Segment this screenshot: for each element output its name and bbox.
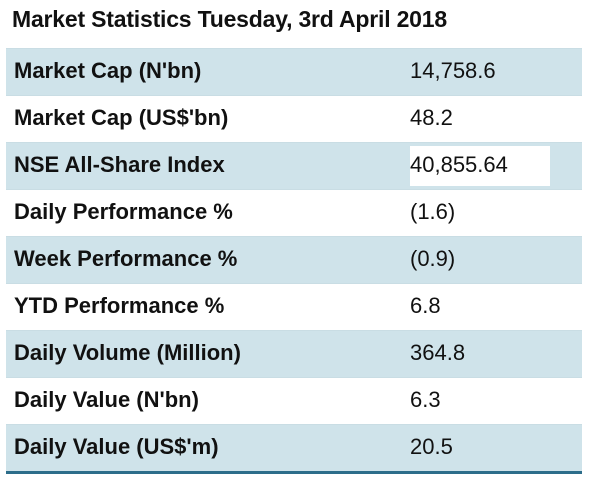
row-value: 6.3 xyxy=(410,387,441,412)
row-value: 6.8 xyxy=(410,293,441,318)
table-row: Daily Value (N'bn) 6.3 xyxy=(6,378,582,425)
row-label: YTD Performance % xyxy=(14,293,225,318)
row-label: Daily Volume (Million) xyxy=(14,340,241,365)
table-row: NSE All-Share Index 40,855.64 xyxy=(6,143,582,190)
row-value: (1.6) xyxy=(410,199,456,224)
row-value: 48.2 xyxy=(410,105,453,130)
table-row: Daily Volume (Million) 364.8 xyxy=(6,331,582,378)
table-row: Week Performance % (0.9) xyxy=(6,237,582,284)
row-value: 20.5 xyxy=(410,434,453,459)
table-row: Market Cap (US$'bn) 48.2 xyxy=(6,96,582,143)
row-value: (0.9) xyxy=(410,246,456,271)
table-row: Market Cap (N'bn) 14,758.6 xyxy=(6,48,582,96)
row-value: 364.8 xyxy=(410,340,466,365)
row-label: Market Cap (US$'bn) xyxy=(14,105,229,130)
row-label: Daily Value (N'bn) xyxy=(14,387,199,412)
row-label: NSE All-Share Index xyxy=(14,152,225,177)
row-label: Daily Value (US$'m) xyxy=(14,434,219,459)
bottom-divider xyxy=(6,471,582,474)
row-label: Week Performance % xyxy=(14,246,238,271)
row-value: 40,855.64 xyxy=(410,146,550,186)
table-row: Daily Performance % (1.6) xyxy=(6,190,582,237)
table-row: YTD Performance % 6.8 xyxy=(6,284,582,331)
row-value: 14,758.6 xyxy=(410,58,496,83)
market-statistics-table: Market Cap (N'bn) 14,758.6 Market Cap (U… xyxy=(6,48,582,472)
row-label: Market Cap (N'bn) xyxy=(14,58,202,83)
table-title: Market Statistics Tuesday, 3rd April 201… xyxy=(12,6,447,32)
table-row: Daily Value (US$'m) 20.5 xyxy=(6,425,582,472)
row-label: Daily Performance % xyxy=(14,199,233,224)
